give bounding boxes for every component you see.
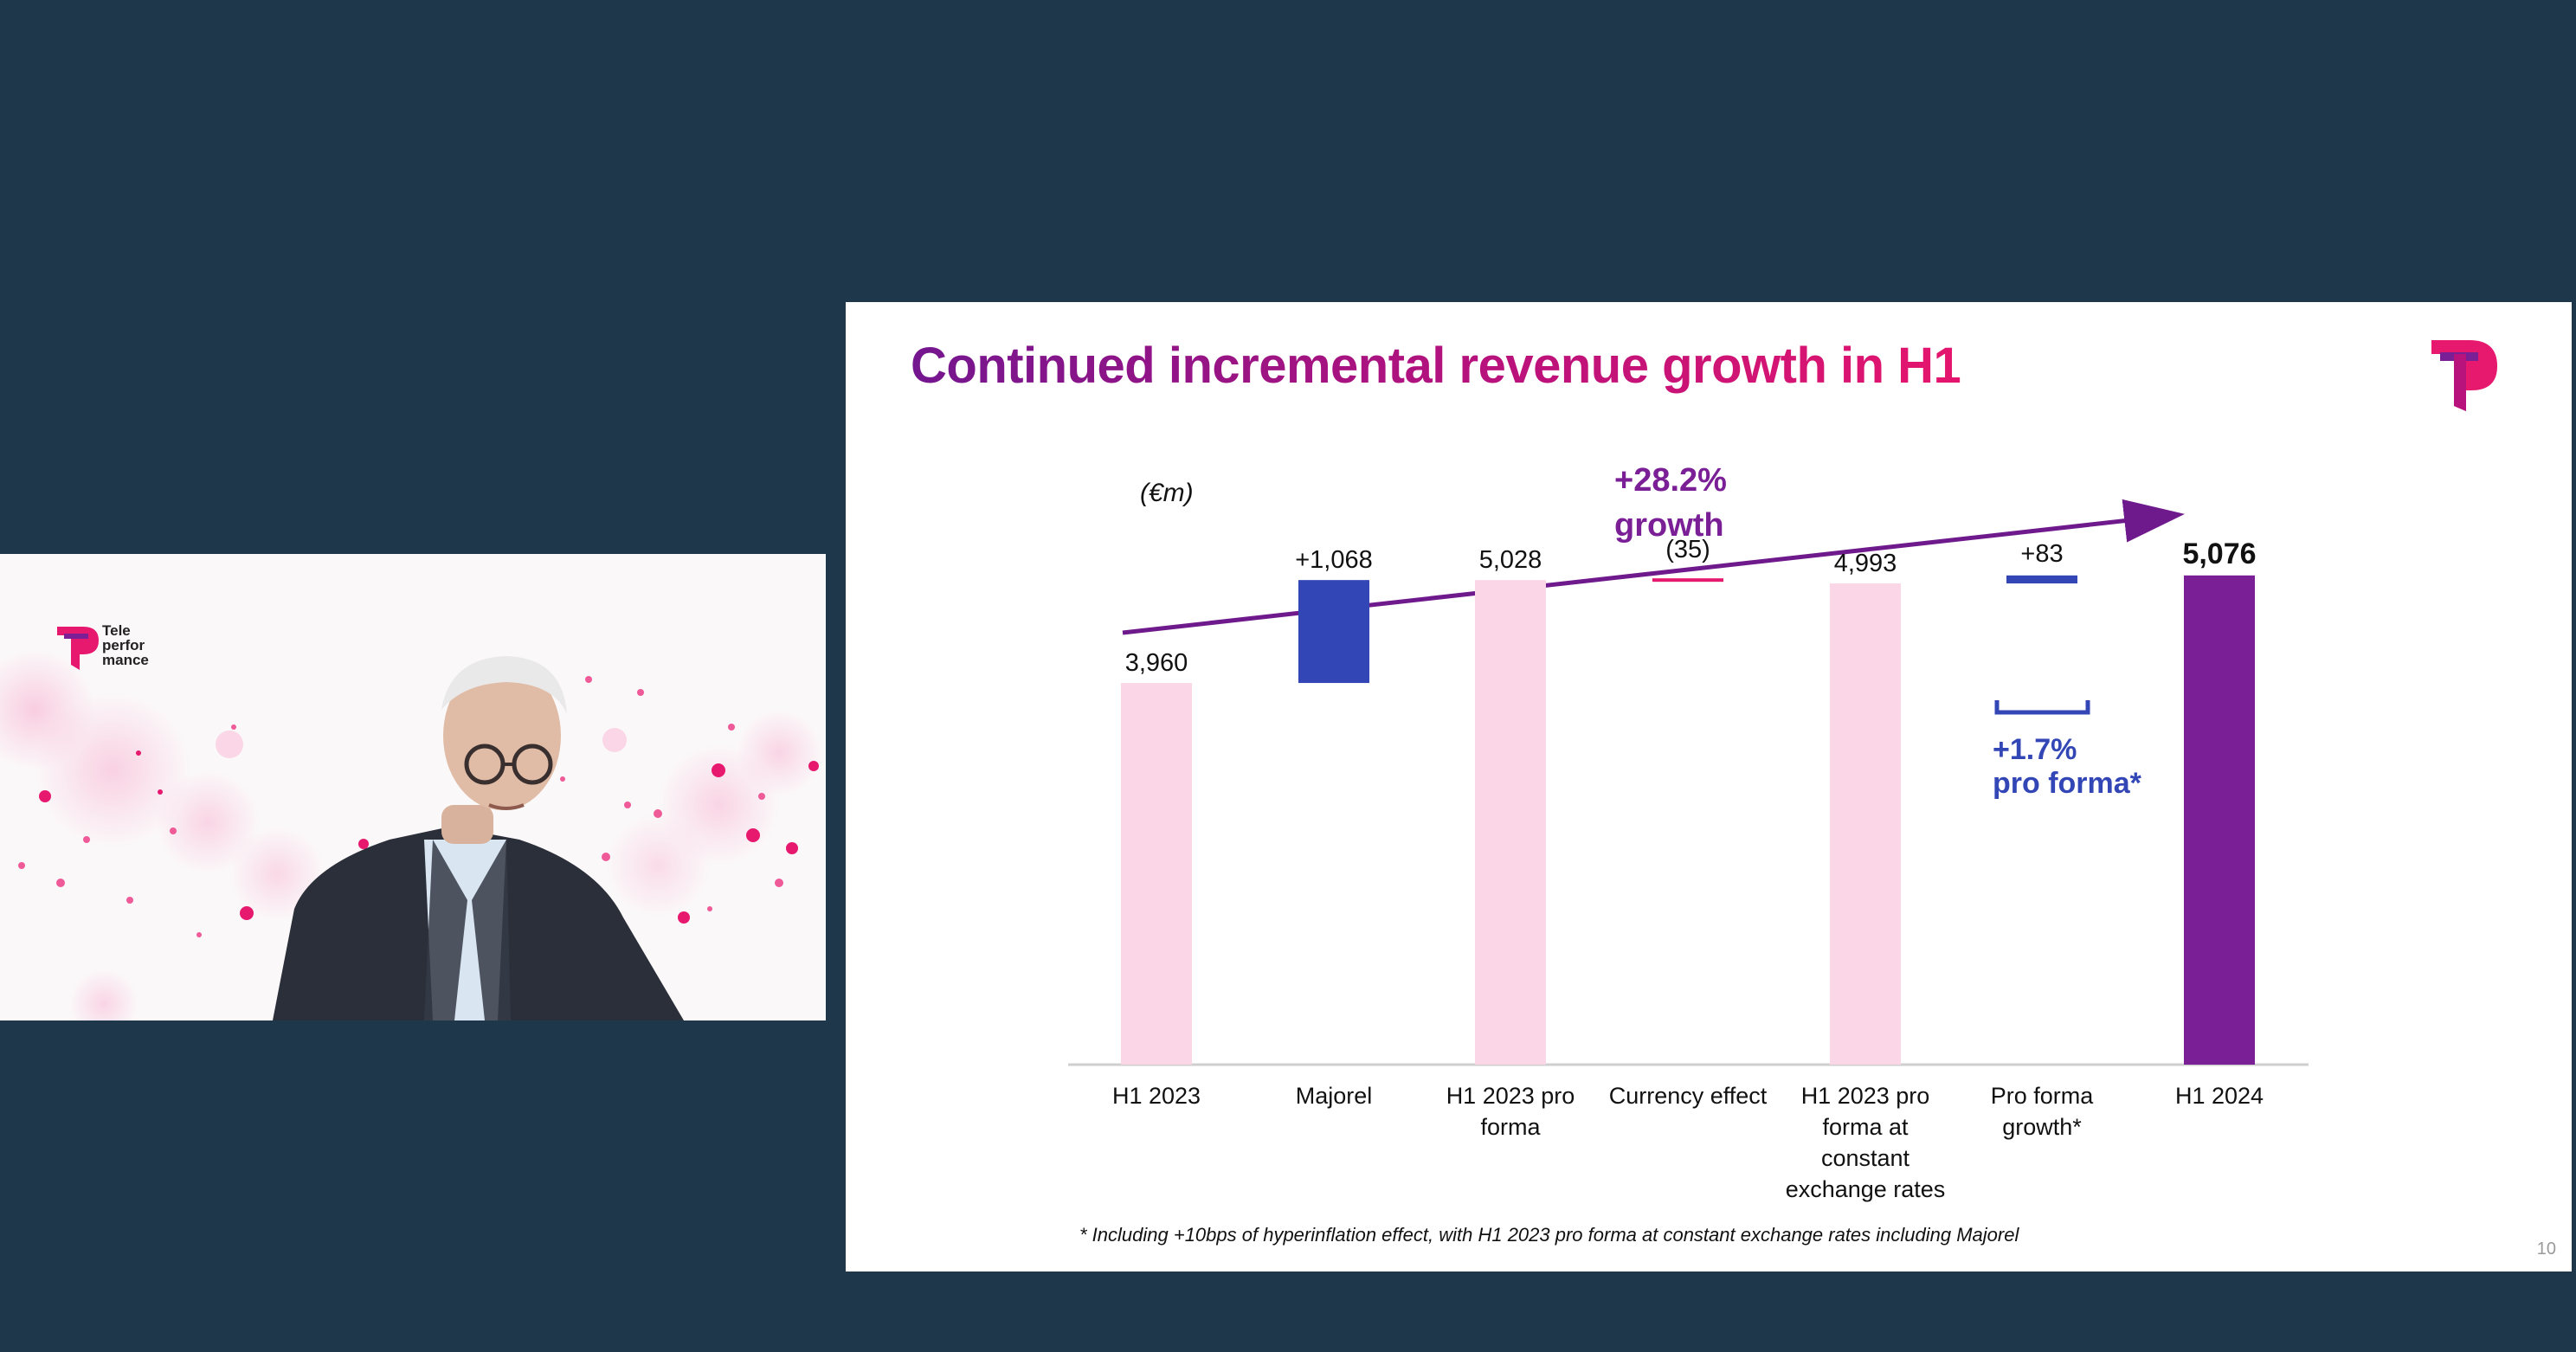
category-label-5-line-1: H1 2023 pro (1801, 1083, 1930, 1109)
unit-label: (€m) (1140, 479, 1194, 507)
category-labels-group: H1 2023 Majorel H1 2023 pro forma Currency e… (1112, 1083, 2264, 1202)
growth-arrow (1122, 499, 2185, 635)
teleperformance-logo-icon (2431, 340, 2497, 411)
data-label-3: 5,028 (1479, 546, 1542, 574)
data-labels-group: 3,960 +1,068 5,028 (35) 4,993 +83 5,076 (1125, 536, 2257, 677)
data-label-7: 5,076 (2182, 538, 2256, 570)
bar-3 (1475, 580, 1546, 1065)
data-label-1: 3,960 (1125, 649, 1188, 677)
category-label-3-line-1: H1 2023 pro (1446, 1083, 1575, 1109)
data-label-5: 4,993 (1834, 550, 1897, 577)
data-label-4: (35) (1665, 536, 1710, 563)
category-label-1: H1 2023 (1112, 1083, 1201, 1109)
category-label-2: Majorel (1296, 1083, 1373, 1109)
category-label-3-line-2: forma (1480, 1114, 1541, 1140)
category-label-7: H1 2024 (2175, 1083, 2264, 1109)
bars-group (1121, 575, 2255, 1065)
pro-forma-percent-label: +1.7% (1993, 733, 2077, 766)
video-logo-line-2: perfor (102, 637, 145, 653)
bar-7 (2184, 575, 2255, 1065)
waterfall-chart: (€m) +28.2% growth 3,960 +1,068 5,028 (35) 4… (1068, 462, 2309, 1202)
growth-word-label: growth (1614, 507, 1724, 544)
teleperformance-logo-icon (57, 627, 99, 670)
page-number: 10 (2536, 1239, 2556, 1259)
slide-title: Continued incremental revenue growth in … (911, 338, 1961, 394)
video-logo-line-1: Tele (102, 622, 131, 639)
bar-5 (1830, 583, 1901, 1065)
category-label-6-line-2: growth* (2002, 1114, 2082, 1140)
footnote: * Including +10bps of hyperinflation eff… (1079, 1224, 2019, 1246)
pro-forma-word-label: pro forma* (1993, 767, 2142, 800)
bar-4 (1652, 578, 1723, 583)
bar-2 (1298, 580, 1369, 684)
video-logo-line-3: mance (102, 652, 149, 668)
bar-6 (2006, 575, 2077, 584)
speaker-video: Tele perfor mance (0, 554, 826, 1020)
presentation-slide: Continued incremental revenue growth in … (846, 302, 2572, 1272)
data-label-2: +1,068 (1295, 546, 1373, 574)
video-background (0, 649, 822, 1020)
category-label-4: Currency effect (1609, 1083, 1768, 1109)
category-label-5-line-3: constant (1821, 1145, 1910, 1171)
bar-1 (1121, 683, 1192, 1065)
data-label-6: +83 (2020, 540, 2063, 568)
category-label-5-line-4: exchange rates (1786, 1176, 1946, 1202)
pro-forma-bracket (1994, 700, 2090, 715)
category-label-6-line-1: Pro forma (1991, 1083, 2095, 1109)
growth-percent-label: +28.2% (1614, 462, 1727, 499)
video-logo-text: Tele perfor mance (102, 623, 149, 667)
category-label-5-line-2: forma at (1822, 1114, 1909, 1140)
